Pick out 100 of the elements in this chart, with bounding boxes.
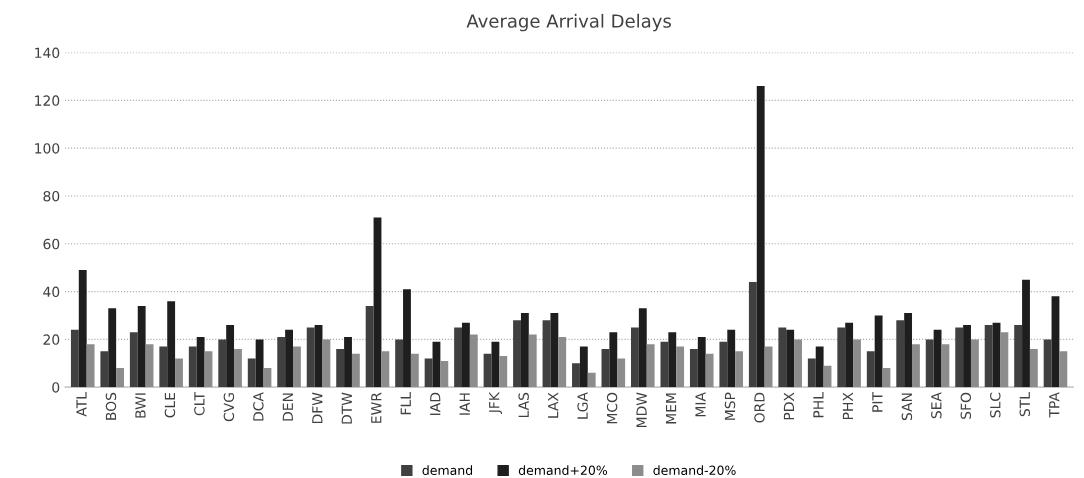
bar <box>1029 348 1038 388</box>
y-tick-label: 40 <box>43 286 60 298</box>
bar <box>837 327 846 388</box>
bar <box>845 322 854 388</box>
bar <box>719 341 728 388</box>
x-tick-label: LGA <box>577 392 588 419</box>
bar <box>631 327 639 388</box>
bar <box>129 332 138 388</box>
x-tick-label: IAH <box>459 393 470 415</box>
bar <box>196 336 205 388</box>
bar <box>137 305 146 388</box>
x-tick-label: DEN <box>282 393 293 421</box>
bar <box>454 327 462 388</box>
x-tick-label: PDX <box>783 392 795 420</box>
bar <box>462 322 470 388</box>
x-tick-label: SLC <box>990 392 1001 418</box>
x-tick-label: SFO <box>960 392 972 419</box>
bar <box>853 339 861 388</box>
bar <box>794 339 802 388</box>
bar <box>116 368 124 388</box>
bar <box>188 346 197 388</box>
bar <box>395 339 404 388</box>
bar <box>748 282 757 388</box>
x-tick-label: PHX <box>842 392 853 420</box>
bar <box>705 353 714 388</box>
bar <box>322 339 331 388</box>
x-tick-label: DCA <box>253 392 264 421</box>
bar <box>558 336 567 388</box>
x-tick-label: MIA <box>695 392 706 417</box>
x-tick-label: CVG <box>223 393 235 422</box>
legend-label: demand <box>422 465 473 476</box>
bar <box>735 351 744 388</box>
bar <box>108 308 117 388</box>
bar <box>159 346 168 388</box>
bar <box>381 351 390 388</box>
x-tick-label: DTW <box>341 392 352 424</box>
bar <box>167 301 176 388</box>
bar <box>668 332 677 388</box>
bar <box>579 346 588 388</box>
x-tick-label: FLL <box>400 392 411 415</box>
bar <box>218 339 227 388</box>
x-tick-label: PIT <box>872 392 883 412</box>
bar <box>520 313 529 388</box>
y-tick-label: 60 <box>43 238 60 250</box>
bar <box>874 315 883 388</box>
bar <box>660 341 669 388</box>
bar <box>226 325 235 388</box>
bar <box>528 334 537 388</box>
x-tick-label: MCO <box>606 392 618 424</box>
bar <box>786 329 795 388</box>
legend-label: demand+20% <box>518 465 608 476</box>
bar <box>234 348 242 388</box>
bar <box>572 363 580 388</box>
x-tick-label: JFK <box>489 391 503 414</box>
bar <box>587 372 596 388</box>
bar <box>351 353 360 388</box>
bar <box>100 351 109 388</box>
x-tick-label: BWI <box>135 393 146 418</box>
bar <box>1000 332 1009 388</box>
bar <box>866 351 875 388</box>
y-tick-label: 140 <box>35 47 60 59</box>
bar <box>689 348 698 388</box>
bar <box>807 358 816 388</box>
bar <box>293 346 301 388</box>
bar <box>617 358 626 388</box>
bar <box>365 305 374 388</box>
y-tick-label: 0 <box>52 382 60 393</box>
bar <box>285 329 293 388</box>
x-tick-label: DFW <box>312 392 323 424</box>
bar <box>277 336 286 388</box>
x-tick-label: MSP <box>724 392 736 420</box>
bar <box>1014 325 1023 388</box>
bar <box>403 289 411 388</box>
bar <box>646 344 655 388</box>
x-tick-label: PHL <box>813 392 824 418</box>
bar <box>513 320 521 388</box>
x-tick-label: CLE <box>164 392 176 418</box>
bar <box>550 313 559 388</box>
bar <box>896 320 905 388</box>
x-tick-label: BOS <box>105 392 117 420</box>
bar <box>70 329 79 388</box>
x-tick-label: ATL <box>76 392 87 417</box>
bar <box>499 356 508 388</box>
x-tick-label: SAN <box>901 393 913 421</box>
x-tick-label: STL <box>1019 392 1031 417</box>
bar <box>336 348 345 388</box>
bar <box>638 308 647 388</box>
x-tick-label: ORD <box>754 392 765 423</box>
x-tick-label: SEA <box>931 392 942 419</box>
bar <box>955 327 964 388</box>
bar <box>778 327 787 388</box>
bar <box>756 86 765 388</box>
bar <box>1059 351 1068 388</box>
bar <box>904 313 913 388</box>
bar <box>175 358 183 388</box>
bar <box>697 336 706 388</box>
bar <box>676 346 685 388</box>
x-tick-label: EWR <box>371 392 382 423</box>
bar <box>609 332 618 388</box>
x-tick-label: TPA <box>1049 392 1060 418</box>
